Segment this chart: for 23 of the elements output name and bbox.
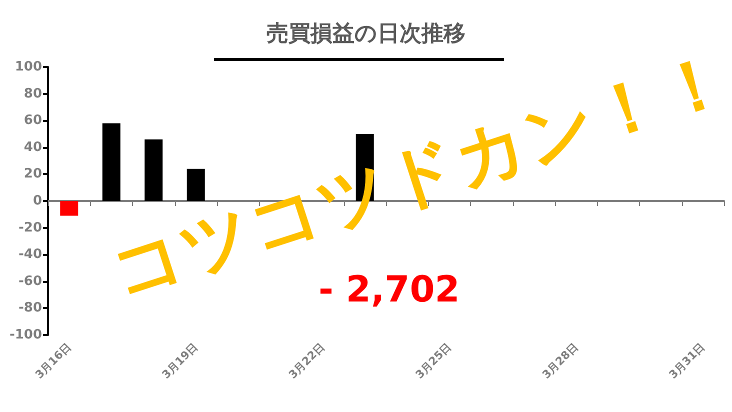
- x-tick-label: 3月16日: [32, 340, 74, 382]
- annotation: - 2,702: [318, 270, 460, 310]
- y-tick-label: -40: [18, 247, 42, 262]
- y-tick-label: -100: [9, 328, 42, 342]
- x-tick-label: 3月19日: [160, 340, 200, 382]
- y-tick-label: 60: [24, 113, 42, 128]
- bar: [186, 168, 205, 201]
- y-tick-label: 100: [14, 60, 42, 74]
- y-tick-label: 0: [32, 194, 42, 208]
- bar: [144, 139, 163, 201]
- chart-title: 売買損益の日次推移: [266, 22, 466, 46]
- y-tick-label: 80: [24, 86, 42, 102]
- bar: [102, 123, 120, 201]
- x-tick-label: 3月28日: [540, 340, 581, 382]
- bar: [60, 201, 78, 216]
- y-tick-label: 20: [24, 166, 42, 182]
- y-tick-label: 40: [24, 140, 42, 155]
- y-tick-label: -80: [18, 300, 42, 316]
- x-tick-label: 3月22日: [286, 340, 328, 382]
- x-tick-label: 3月25日: [413, 340, 454, 382]
- x-tick-label: 3月31日: [666, 340, 708, 382]
- y-tick-label: -60: [18, 274, 42, 289]
- y-tick-label: -20: [18, 220, 42, 236]
